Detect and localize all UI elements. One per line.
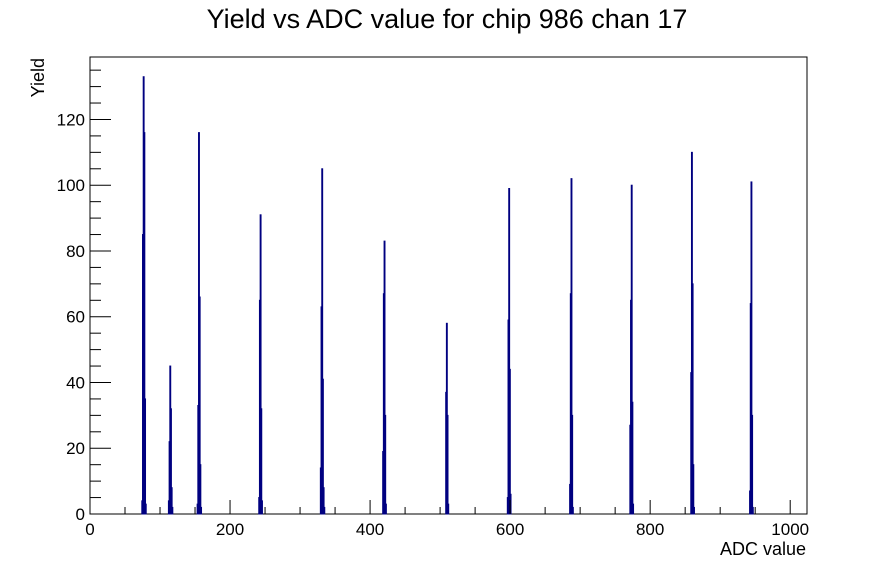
chart-title: Yield vs ADC value for chip 986 chan 17 bbox=[207, 4, 688, 34]
histogram-bar bbox=[446, 414, 449, 515]
histogram-bar bbox=[751, 414, 754, 515]
y-tick-label: 60 bbox=[66, 308, 85, 327]
y-tick-label: 80 bbox=[66, 242, 85, 261]
histogram-bar bbox=[508, 368, 511, 515]
histogram-bar bbox=[692, 464, 695, 515]
histogram-bar bbox=[199, 464, 202, 515]
histogram-bar bbox=[384, 503, 387, 515]
histogram-bar bbox=[571, 414, 574, 515]
x-tick-label: 200 bbox=[216, 520, 244, 539]
histogram-bar bbox=[144, 398, 147, 515]
x-axis-label: ADC value bbox=[720, 539, 806, 559]
histogram-bar bbox=[171, 506, 174, 515]
histogram-bar bbox=[323, 506, 326, 515]
histogram-bar bbox=[200, 506, 203, 515]
histogram-bars bbox=[141, 76, 754, 515]
histogram-bar bbox=[384, 414, 387, 515]
histogram-bar bbox=[751, 506, 754, 515]
y-axis-label: Yield bbox=[28, 58, 48, 97]
histogram-bar bbox=[144, 503, 147, 515]
histogram-bar bbox=[571, 506, 574, 515]
histogram-bar bbox=[632, 503, 635, 515]
x-tick-label: 1000 bbox=[771, 520, 809, 539]
histogram-bar bbox=[261, 500, 263, 515]
x-tick-label: 800 bbox=[636, 520, 664, 539]
y-tick-label: 100 bbox=[57, 176, 85, 195]
histogram-bar bbox=[260, 408, 263, 515]
x-axis: 0 200 400 600 800 1000 bbox=[85, 500, 809, 539]
histogram-bar bbox=[631, 401, 634, 515]
x-tick-label: 400 bbox=[356, 520, 384, 539]
x-tick-label: 0 bbox=[85, 520, 94, 539]
y-tick-label: 120 bbox=[57, 110, 85, 129]
y-axis: 0 20 40 60 80 100 120 bbox=[57, 69, 111, 524]
y-tick-label: 40 bbox=[66, 373, 85, 392]
y-tick-label: 0 bbox=[76, 505, 85, 524]
x-tick-label: 600 bbox=[496, 520, 524, 539]
histogram-bar bbox=[693, 506, 695, 515]
y-tick-label: 20 bbox=[66, 439, 85, 458]
histogram-bar bbox=[447, 503, 450, 515]
